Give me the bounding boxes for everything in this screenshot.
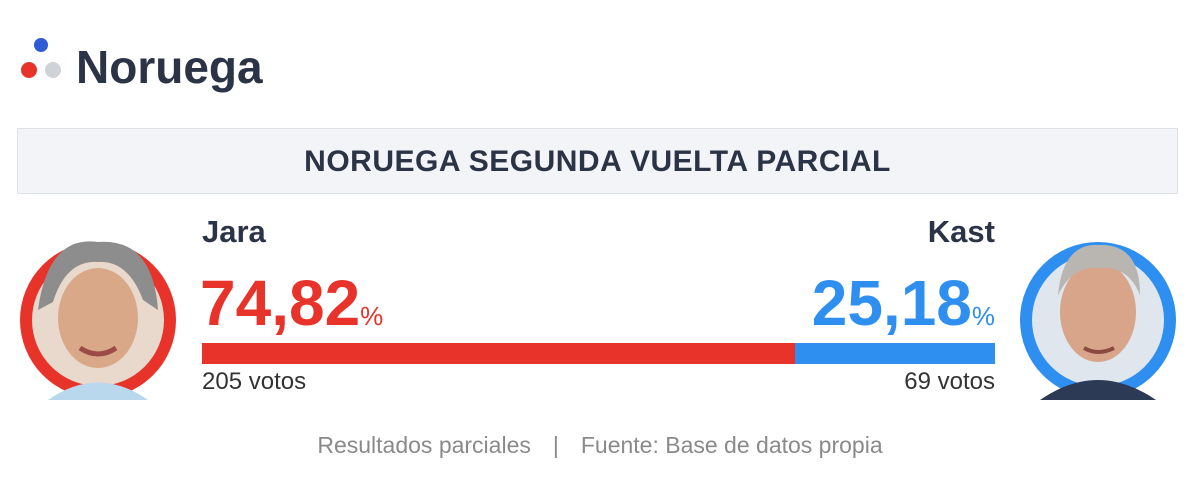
- banner: NORUEGA SEGUNDA VUELTA PARCIAL: [17, 128, 1178, 194]
- votes-value: 69: [904, 368, 931, 395]
- votes-unit: votos: [248, 368, 307, 395]
- candidate-photo: [1020, 242, 1176, 400]
- title: Noruega: [76, 41, 263, 93]
- footer-source: Fuente: Base de datos propia: [580, 432, 883, 458]
- percent-unit: %: [360, 301, 384, 331]
- candidate-name: Kast: [927, 214, 995, 249]
- votes-value: 205: [202, 368, 243, 395]
- footer-note: Resultados parciales: [317, 432, 531, 458]
- logo: [21, 38, 61, 78]
- bar-segment: [795, 343, 995, 364]
- percent-value: 25,18: [811, 267, 972, 339]
- percent: 74,82%: [200, 268, 383, 351]
- votes: 69 votos: [904, 368, 995, 396]
- footer-separator: |: [552, 432, 559, 458]
- percent: 25,18%: [812, 268, 995, 351]
- candidate-name: Jara: [202, 214, 266, 249]
- percent-value: 74,82: [200, 267, 361, 339]
- footer: Resultados parciales | Fuente: Base de dat…: [0, 432, 1200, 459]
- candidate-photo: [20, 241, 176, 400]
- result-bar: [202, 343, 995, 364]
- votes: 205 votos: [202, 368, 306, 396]
- bar-segment: [202, 343, 796, 364]
- votes-unit: votos: [937, 368, 995, 395]
- percent-unit: %: [971, 301, 995, 331]
